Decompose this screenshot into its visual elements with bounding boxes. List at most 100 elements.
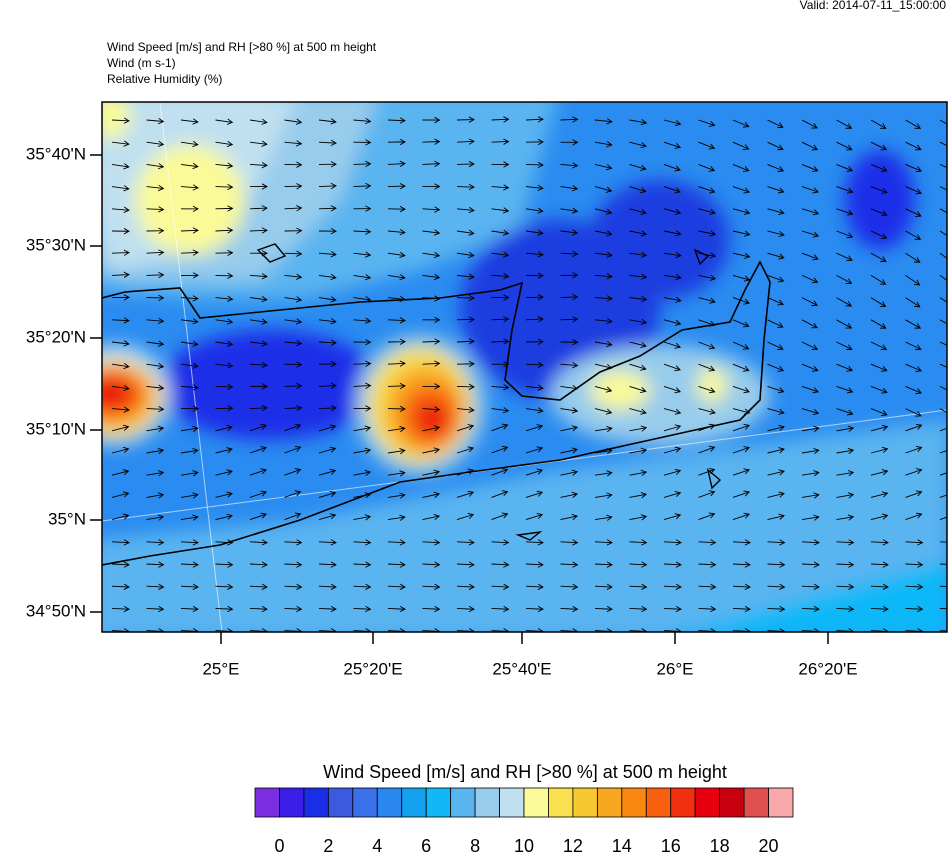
- wind-arrow: [215, 340, 234, 347]
- wind-arrow: [525, 316, 544, 323]
- wind-arrow: [767, 230, 785, 238]
- wind-arrow: [491, 539, 510, 546]
- colorbar-tick-label: 4: [372, 836, 382, 854]
- wind-arrow: [629, 561, 648, 568]
- wind-arrow: [180, 605, 199, 613]
- wind-arrow: [801, 230, 820, 238]
- wind-arrow: [180, 205, 199, 213]
- wind-arrow: [698, 539, 717, 546]
- wind-arrow: [767, 119, 784, 129]
- wind-arrow: [629, 385, 647, 393]
- wind-arrow: [146, 539, 165, 546]
- wind-arrow: [249, 183, 268, 190]
- wind-arrow: [905, 230, 922, 240]
- wind-arrow: [836, 119, 853, 129]
- wind-arrow: [422, 316, 441, 323]
- wind-arrow: [215, 205, 234, 212]
- wind-arrow: [836, 470, 855, 477]
- wind-arrow: [353, 139, 372, 146]
- wind-arrow: [525, 446, 544, 454]
- wind-arrow: [491, 561, 510, 568]
- wind-arrow: [560, 272, 579, 279]
- map-frame: [101, 101, 948, 633]
- wind-arrow: [111, 163, 130, 170]
- wind-arrow: [560, 229, 579, 236]
- wind-arrow: [318, 318, 337, 325]
- colorbar-swatch: [401, 787, 427, 818]
- wind-arrow: [456, 490, 475, 498]
- wind-arrow: [180, 162, 199, 170]
- wind-arrow: [870, 275, 887, 285]
- wind-arrow: [318, 561, 337, 568]
- wind-arrow: [801, 447, 820, 455]
- wind-arrow: [939, 585, 947, 588]
- wind-arrow: [939, 208, 947, 214]
- wind-arrow: [146, 184, 165, 192]
- title-line: Wind Speed [m/s] and RH [>80 %] at 500 m…: [107, 40, 377, 54]
- wind-arrow: [594, 251, 613, 258]
- wind-arrow: [629, 273, 648, 280]
- wind-arrow: [732, 341, 750, 350]
- wind-arrow: [870, 297, 887, 308]
- wind-arrow: [905, 297, 921, 308]
- wind-arrow: [698, 561, 717, 568]
- title-line: Wind (m s-1): [107, 56, 176, 70]
- wind-arrow: [767, 141, 784, 151]
- wind-arrow: [422, 406, 441, 413]
- wind-arrow: [318, 273, 337, 281]
- wind-arrow: [387, 492, 406, 499]
- wind-arrow: [629, 605, 648, 613]
- wind-arrow: [525, 583, 544, 590]
- wind-arrow: [387, 183, 406, 190]
- wind-arrow: [215, 272, 234, 279]
- colorbar-swatch: [596, 787, 623, 818]
- wind-arrow: [698, 605, 717, 613]
- wind-arrow: [353, 514, 372, 521]
- wind-arrow: [836, 447, 855, 455]
- wind-arrow: [422, 583, 441, 590]
- wind-arrow: [594, 208, 613, 215]
- wind-arrow: [215, 561, 234, 568]
- wind-arrow: [387, 425, 406, 433]
- wind-arrow: [491, 490, 509, 498]
- wind-arrow: [422, 447, 441, 454]
- wind-arrow: [560, 583, 579, 590]
- wind-arrow: [629, 230, 648, 237]
- wind-arrow: [905, 423, 923, 432]
- wind-arrow: [732, 297, 750, 305]
- wind-arrow: [146, 362, 165, 370]
- wind-arrow: [284, 423, 302, 432]
- wind-arrow: [180, 340, 199, 347]
- wind-arrow: [387, 583, 406, 590]
- wind-arrow: [111, 362, 130, 370]
- wind-arrow: [594, 141, 613, 148]
- map-field: [102, 102, 947, 632]
- wind-arrow: [180, 514, 199, 521]
- colorbar-swatch: [548, 787, 574, 818]
- wind-arrow: [284, 468, 302, 476]
- wind-arrow: [215, 424, 233, 432]
- wind-arrow: [146, 249, 165, 256]
- lon-label: 26°20'E: [798, 659, 857, 678]
- wind-arrow: [111, 384, 130, 392]
- wind-arrow: [284, 273, 303, 280]
- wind-arrow: [663, 363, 681, 372]
- wind-arrow: [146, 271, 165, 279]
- wind-arrow: [353, 382, 372, 389]
- wind-arrow: [422, 183, 441, 190]
- wind-arrow: [180, 295, 199, 302]
- wind-arrow: [146, 117, 165, 125]
- wind-arrow: [180, 362, 199, 369]
- wind-arrow: [146, 140, 165, 148]
- wind-arrow: [767, 539, 786, 546]
- wind-arrow: [836, 208, 854, 216]
- wind-arrow: [180, 227, 199, 234]
- wind-arrow: [146, 447, 165, 455]
- wind-arrow: [353, 561, 372, 568]
- wind-arrow: [525, 407, 544, 414]
- wind-arrow: [249, 296, 268, 303]
- wind-arrow: [456, 360, 475, 368]
- wind-arrow: [560, 293, 579, 301]
- wind-arrow: [629, 492, 648, 499]
- wind-arrow: [111, 294, 130, 301]
